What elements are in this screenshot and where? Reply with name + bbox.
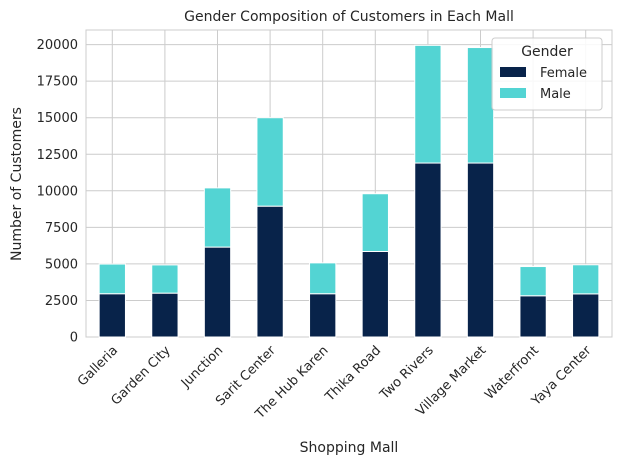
bars [98,44,600,338]
y-tick-label: 10000 [37,184,78,199]
bar-male [203,187,232,248]
chart-title: Gender Composition of Customers in Each … [184,9,514,25]
bar-female [256,205,284,338]
bar-female [572,293,600,338]
bar-female [361,250,389,338]
y-tick-label: 2500 [45,294,78,309]
bar-male [361,193,389,252]
y-axis-title: Number of Customers [9,107,25,261]
y-tick-label: 0 [70,331,78,346]
legend-swatch-male [500,88,526,98]
legend-label-male: Male [540,87,571,102]
bar-male [309,262,337,295]
bar-male [519,266,547,297]
bar-female [203,246,232,338]
y-tick-labels: 0 2500 5000 7500 10000 12500 15000 17500 20000 [37,38,78,345]
y-tick-label: 7500 [45,221,78,236]
bar-female [519,295,547,338]
bar-female [466,162,495,338]
bar-male [466,47,495,164]
bar-male [256,117,284,207]
legend-title: Gender [521,44,573,60]
y-tick-label: 5000 [45,257,78,272]
x-axis-title: Shopping Mall [300,440,399,456]
bar-female [151,292,179,338]
legend: Gender Female Male [491,37,603,111]
bar-female [98,293,126,338]
bar-male [98,263,126,295]
y-tick-label: 15000 [37,111,78,126]
x-tick-label: Thika Road [322,343,384,405]
bar-male [414,44,442,164]
x-tick-label: Junction [178,343,226,391]
y-tick-label: 20000 [37,38,78,53]
y-tick-label: 17500 [37,75,78,90]
legend-swatch-female [500,67,526,77]
y-tick-label: 12500 [37,148,78,163]
bar-female [309,293,337,338]
bar-male [572,264,600,295]
bar-male [151,264,179,294]
bar-female [414,162,442,338]
x-tick-label: Galleria [75,343,121,389]
legend-label-female: Female [540,66,587,81]
